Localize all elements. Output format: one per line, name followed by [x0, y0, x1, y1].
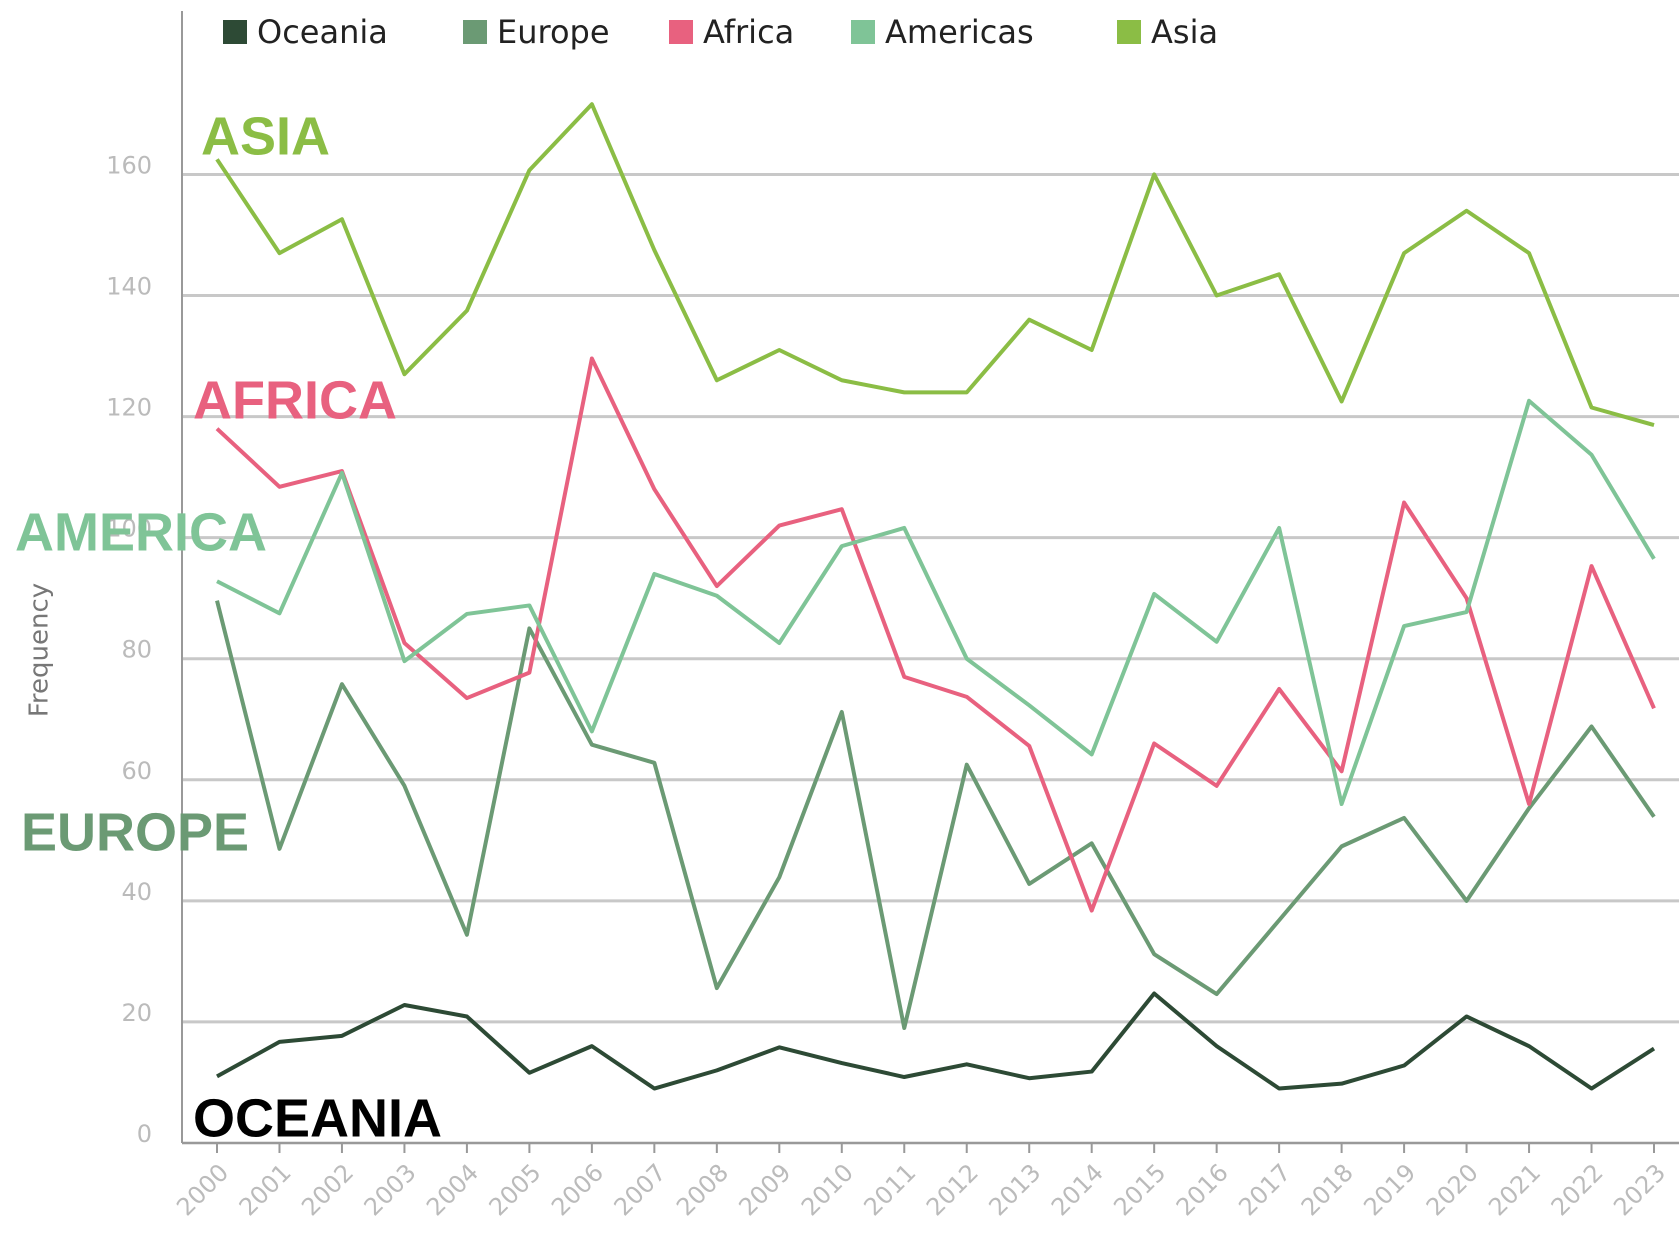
x-tick-label: 2015 — [1108, 1158, 1171, 1221]
annotation: ASIA — [201, 106, 330, 166]
x-tick-label: 2006 — [546, 1158, 609, 1221]
y-tick-label: 140 — [106, 273, 152, 301]
x-tick-label: 2000 — [171, 1158, 234, 1221]
series-line — [215, 600, 1656, 1030]
x-tick-label: 2010 — [796, 1158, 859, 1221]
x-tick-label: 2007 — [609, 1158, 672, 1221]
series-line — [215, 102, 1655, 427]
x-tick-label: 2018 — [1296, 1158, 1359, 1221]
x-tick-label: 2022 — [1546, 1158, 1609, 1221]
y-tick-label: 0 — [137, 1120, 152, 1148]
legend-swatch — [669, 20, 693, 44]
legend-label: Africa — [703, 13, 794, 51]
x-tick-label: 2020 — [1421, 1158, 1484, 1221]
legend-swatch — [223, 20, 247, 44]
y-tick-label: 20 — [121, 999, 152, 1027]
legend-label: Europe — [497, 13, 610, 51]
legend-swatch — [463, 20, 487, 44]
annotation: OCEANIA — [193, 1088, 442, 1148]
series-line — [216, 398, 1656, 807]
annotation: AFRICA — [193, 370, 397, 430]
x-tick-label: 2003 — [359, 1158, 422, 1221]
series-line — [216, 991, 1656, 1091]
legend-label: Asia — [1151, 13, 1218, 51]
x-tick-label: 2008 — [671, 1158, 734, 1221]
x-tick-label: 2002 — [296, 1158, 359, 1221]
x-tick-label: 2009 — [734, 1158, 797, 1221]
x-tick-label: 2004 — [421, 1158, 484, 1221]
legend-swatch — [851, 20, 875, 44]
y-tick-label: 100 — [106, 515, 152, 543]
y-tick-label: 160 — [106, 151, 152, 179]
x-tick-label: 2001 — [234, 1158, 297, 1221]
x-tick-label: 2016 — [1171, 1158, 1234, 1221]
legend-swatch — [1117, 20, 1141, 44]
y-tick-label: 120 — [106, 394, 152, 422]
x-tick-label: 2011 — [858, 1158, 921, 1221]
x-tick-label: 2019 — [1358, 1158, 1421, 1221]
y-tick-label: 60 — [121, 757, 152, 785]
x-tick-label: 2013 — [983, 1158, 1046, 1221]
x-tick-label: 2012 — [921, 1158, 984, 1221]
legend-label: Oceania — [257, 13, 388, 51]
y-axis-label: Frequency — [25, 583, 55, 717]
x-tick-label: 2005 — [484, 1158, 547, 1221]
x-tick-label: 2023 — [1608, 1158, 1671, 1221]
y-tick-label: 80 — [121, 636, 152, 664]
x-tick-label: 2014 — [1046, 1158, 1109, 1221]
annotation: EUROPE — [21, 802, 249, 862]
legend-label: Americas — [885, 13, 1034, 51]
y-tick-label: 40 — [121, 878, 152, 906]
series-line — [215, 356, 1656, 913]
x-tick-label: 2017 — [1233, 1158, 1296, 1221]
x-tick-label: 2021 — [1483, 1158, 1546, 1221]
annotation: AMERICA — [15, 502, 267, 562]
